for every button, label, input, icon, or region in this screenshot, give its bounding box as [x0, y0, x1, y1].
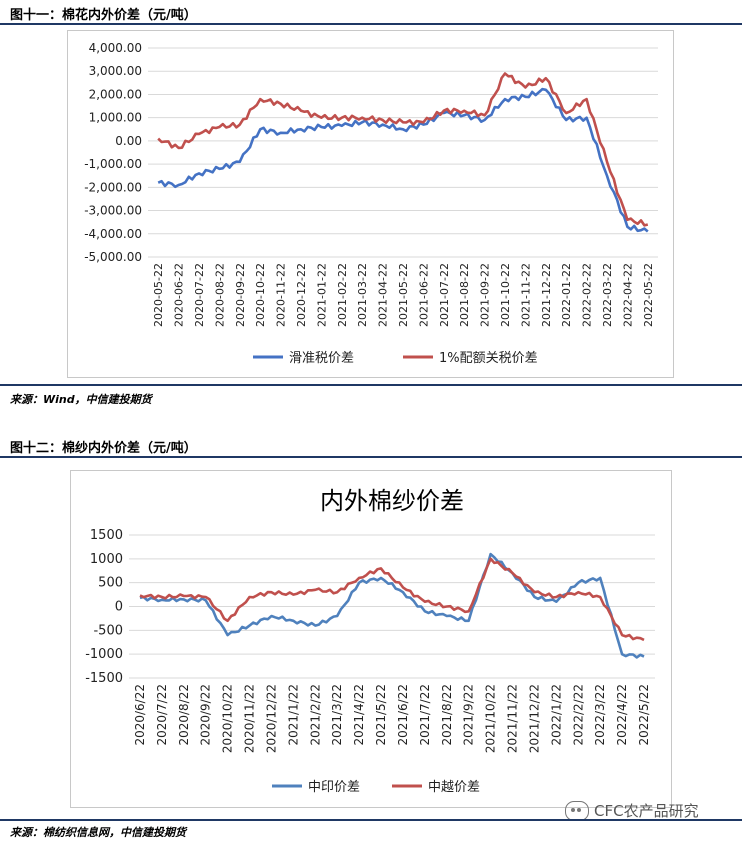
watermark-text: CFC农产品研究: [594, 802, 699, 820]
yarn-xtick-label: 2021/3/22: [330, 684, 344, 746]
yarn-xtick-label: 2022/2/22: [571, 684, 585, 746]
yarn-xtick-label: 2022/1/22: [549, 684, 563, 746]
yarn-xtick-label: 2021/10/22: [484, 684, 498, 753]
cotton-xtick-label: 2021-01-22: [315, 263, 328, 327]
figure-11-bottom-rule: [0, 384, 742, 386]
yarn-ytick-label: 500: [98, 576, 123, 591]
yarn-xtick-label: 2021/7/22: [418, 684, 432, 746]
chart-yarn-spread: 内外棉纱价差 1500 1000 500 0 -500 -1000 -1500 2020/6/2…: [70, 470, 672, 808]
yarn-series-line: [139, 557, 645, 642]
cotton-xtick-label: 2021-07-22: [438, 263, 451, 327]
cotton-xtick-label: 2020-12-22: [295, 263, 308, 327]
yarn-series-line: [139, 552, 645, 659]
cotton-xtick-label: 2022-02-22: [581, 263, 594, 327]
cotton-xtick-label: 2020-05-22: [152, 263, 165, 327]
yarn-xtick-label: 2022/4/22: [615, 684, 629, 746]
cotton-ytick-label: -4,000.00: [84, 227, 142, 241]
yarn-xtick-label: 2020/12/22: [264, 684, 278, 753]
figure-12-source: 来源：棉纺织信息网，中信建投期货: [10, 826, 186, 839]
yarn-xtick-label: 2021/12/22: [527, 684, 541, 753]
cotton-xtick-label: 2021-11-22: [519, 263, 532, 327]
yarn-ytick-label: -1000: [85, 647, 123, 662]
yarn-ytick-label: -1500: [85, 671, 123, 686]
cotton-ytick-label: -2,000.00: [84, 180, 142, 194]
cotton-ytick-label: 2,000.00: [89, 87, 142, 101]
cotton-xtick-label: 2022-04-22: [621, 263, 634, 327]
cotton-xtick-label: 2021-02-22: [336, 263, 349, 327]
yarn-xtick-label: 2020/11/22: [243, 684, 257, 753]
yarn-legend-label: 中越价差: [428, 780, 480, 795]
yarn-legend-label: 中印价差: [308, 780, 360, 795]
yarn-xtick-label: 2021/9/22: [462, 684, 476, 746]
yarn-xtick-label: 2021/2/22: [308, 684, 322, 746]
cotton-legend-label: 1%配额关税价差: [439, 351, 538, 366]
chart-cotton-spread: 4,000.00 3,000.00 2,000.00 1,000.00 0.00 -1,0…: [67, 30, 674, 378]
cotton-xtick-label: 2022-03-22: [601, 263, 614, 327]
figure-12-title: 图十二：棉纱内外价差（元/吨）: [10, 441, 197, 456]
cotton-xtick-label: 2022-05-22: [642, 263, 655, 327]
cotton-ytick-label: 4,000.00: [89, 41, 142, 55]
cotton-xtick-label: 2021-10-22: [499, 263, 512, 327]
cotton-series-line: [157, 87, 649, 233]
cotton-xtick-label: 2020-10-22: [254, 263, 267, 327]
yarn-xtick-label: 2022/3/22: [593, 684, 607, 746]
cotton-xtick-label: 2021-04-22: [377, 263, 390, 327]
yarn-ytick-label: 1000: [90, 552, 123, 567]
cotton-xtick-label: 2021-12-22: [540, 263, 553, 327]
cotton-ytick-label: 0.00: [115, 134, 142, 148]
figure-11-top-rule: [0, 23, 742, 25]
cotton-xtick-label: 2020-06-22: [173, 263, 186, 327]
yarn-xtick-label: 2020/10/22: [221, 684, 235, 753]
cotton-xtick-label: 2020-07-22: [193, 263, 206, 327]
cotton-xtick-label: 2020-11-22: [275, 263, 288, 327]
cotton-xtick-label: 2022-01-22: [560, 263, 573, 327]
yarn-xtick-label: 2020/6/22: [133, 684, 147, 746]
yarn-xtick-label: 2020/9/22: [199, 684, 213, 746]
yarn-xtick-label: 2021/11/22: [506, 684, 520, 753]
cotton-xtick-label: 2021-03-22: [356, 263, 369, 327]
cotton-xtick-label: 2021-08-22: [458, 263, 471, 327]
figure-12-bottom-rule: [0, 819, 742, 821]
cotton-xtick-label: 2021-09-22: [479, 263, 492, 327]
cotton-ytick-label: 3,000.00: [89, 64, 142, 78]
yarn-ytick-label: 0: [115, 600, 123, 615]
cotton-ytick-label: -3,000.00: [84, 204, 142, 218]
cotton-xtick-label: 2021-06-22: [417, 263, 430, 327]
yarn-chart-title: 内外棉纱价差: [320, 487, 464, 515]
yarn-xtick-label: 2020/7/22: [155, 684, 169, 746]
cotton-xtick-label: 2021-05-22: [397, 263, 410, 327]
yarn-ytick-label: -500: [93, 623, 123, 638]
cotton-ytick-label: -5,000.00: [84, 250, 142, 264]
cotton-xtick-label: 2020-08-22: [213, 263, 226, 327]
yarn-xtick-label: 2021/5/22: [374, 684, 388, 746]
yarn-xtick-label: 2021/1/22: [286, 684, 300, 746]
cotton-legend-label: 滑准税价差: [289, 351, 354, 366]
cotton-xtick-label: 2020-09-22: [234, 263, 247, 327]
watermark: CFC农产品研究: [565, 800, 699, 821]
yarn-xtick-label: 2022/5/22: [637, 684, 651, 746]
figure-11-title: 图十一：棉花内外价差（元/吨）: [10, 8, 197, 23]
yarn-ytick-label: 1500: [90, 528, 123, 543]
chart-yarn-spread-svg: 内外棉纱价差 1500 1000 500 0 -500 -1000 -1500 2020/6/2…: [85, 487, 655, 795]
chart-cotton-spread-svg: 4,000.00 3,000.00 2,000.00 1,000.00 0.00 -1,0…: [84, 41, 658, 366]
figure-11-source: 来源：Wind，中信建投期货: [10, 393, 152, 406]
figure-12-top-rule: [0, 456, 742, 458]
cotton-series-line: [157, 72, 649, 227]
wechat-icon: [565, 800, 589, 821]
yarn-xtick-label: 2021/8/22: [440, 684, 454, 746]
cotton-ytick-label: 1,000.00: [89, 111, 142, 125]
yarn-xtick-label: 2021/6/22: [396, 684, 410, 746]
yarn-xtick-label: 2021/4/22: [352, 684, 366, 746]
cotton-ytick-label: -1,000.00: [84, 157, 142, 171]
yarn-xtick-label: 2020/8/22: [177, 684, 191, 746]
